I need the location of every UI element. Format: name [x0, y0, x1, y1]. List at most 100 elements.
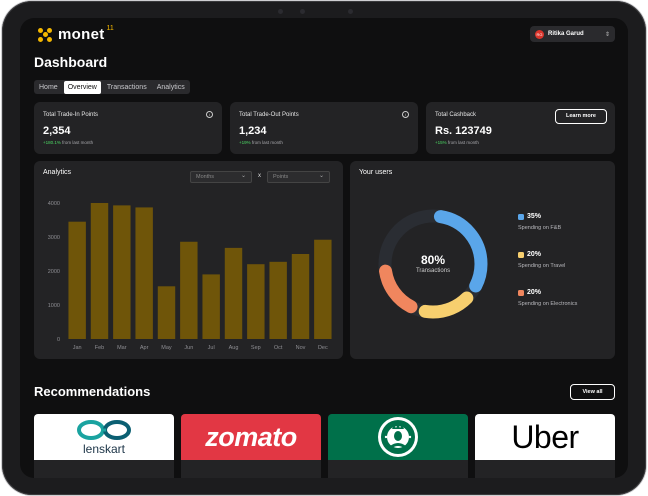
users-donut-chart	[378, 209, 488, 319]
donut-center-value: 80%	[420, 253, 446, 267]
legend-item: 35% Spending on F&B	[518, 213, 561, 231]
x-tick-label: Apr	[140, 345, 149, 351]
bar-may[interactable]	[157, 286, 176, 339]
tab-overview[interactable]: Overview	[63, 80, 101, 94]
app-screen: monet 11 RG Ritika Garud ⇕ Dashboard Hom…	[20, 18, 628, 478]
stat-card-trade-in: Total Trade-In Points i 2,354 +180.1% fr…	[34, 102, 222, 154]
users-panel: Your users 80% Transactions 35% Spending…	[350, 161, 615, 359]
brand-logo[interactable]: monet 11	[38, 25, 114, 43]
x-tick-label: Aug	[229, 345, 239, 351]
stat-change: +19% from last month	[239, 140, 283, 145]
legend-label: Spending on F&B	[518, 225, 562, 231]
starbucks-siren-icon	[378, 417, 418, 457]
tab-transactions[interactable]: Transactions	[106, 83, 147, 91]
legend-label: Spending on Electronics	[518, 301, 578, 307]
learn-more-button[interactable]: Learn more	[555, 109, 607, 124]
bar-jan[interactable]	[68, 221, 86, 339]
legend-label: Spending on Travel	[518, 263, 566, 269]
view-all-button[interactable]: View all	[570, 384, 615, 400]
zomato-logo: zomato	[181, 414, 321, 460]
x-tick-label: Feb	[95, 345, 104, 351]
uber-wordmark: Uber	[511, 418, 579, 455]
rec-card-uber[interactable]: Uber	[475, 414, 615, 478]
y-tick-label: 4000	[48, 201, 60, 207]
bar-apr[interactable]	[135, 207, 153, 339]
user-name: Ritika Garud	[548, 31, 584, 37]
chevron-down-icon: ⌄	[240, 173, 246, 179]
stat-label: Total Trade-Out Points	[239, 112, 299, 118]
y-tick-label: 0	[57, 337, 60, 343]
brand-icon	[38, 27, 52, 42]
stat-label: Total Cashback	[435, 112, 477, 118]
bar-jun[interactable]	[180, 241, 198, 339]
y-tick-label: 1000	[48, 303, 60, 309]
x-tick-label: Sep	[251, 345, 261, 351]
legend-item: 20% Spending on Travel	[518, 251, 565, 269]
points-dropdown[interactable]: Points ⌄	[267, 171, 330, 183]
user-menu[interactable]: RG Ritika Garud ⇕	[530, 26, 615, 42]
y-tick-label: 2000	[48, 269, 60, 275]
recommendations-title: Recommendations	[34, 384, 151, 399]
x-tick-label: Jan	[73, 345, 82, 351]
x-tick-label: Jul	[208, 345, 215, 351]
stat-change: +15% from last month	[435, 140, 479, 145]
legend-pct: 35%	[527, 213, 542, 220]
chevron-updown-icon: ⇕	[604, 31, 610, 38]
users-title: Your users	[359, 169, 393, 176]
page-title: Dashboard	[34, 54, 108, 70]
info-icon[interactable]: i	[402, 111, 409, 118]
tab-bar: Home Overview Transactions Analytics	[34, 80, 190, 94]
analytics-title: Analytics	[43, 169, 72, 176]
bar-oct[interactable]	[269, 261, 287, 339]
tab-analytics[interactable]: Analytics	[156, 83, 185, 91]
rec-card-lenskart[interactable]: lenskart	[34, 414, 174, 478]
bar-mar[interactable]	[113, 205, 131, 339]
uber-logo: Uber	[475, 414, 615, 460]
sensor	[348, 9, 353, 14]
lenskart-wordmark: lenskart	[82, 441, 126, 456]
donut-center-label: Transactions	[415, 268, 451, 274]
tab-home[interactable]: Home	[39, 83, 58, 91]
legend-item: 20% Spending on Electronics	[518, 289, 577, 307]
bar-feb[interactable]	[90, 203, 109, 339]
x-tick-label: Dec	[318, 345, 328, 351]
dropdown-value: Months	[196, 174, 215, 180]
rec-card-starbucks[interactable]	[328, 414, 468, 478]
stat-card-trade-out: Total Trade-Out Points i 1,234 +19% from…	[230, 102, 418, 154]
bar-nov[interactable]	[291, 254, 310, 339]
bar-aug[interactable]	[224, 247, 243, 339]
stat-value: Rs. 123749	[435, 125, 492, 137]
x-tick-label: May	[161, 345, 172, 351]
rec-card-zomato[interactable]: zomato	[181, 414, 321, 478]
sensor	[278, 9, 283, 14]
lenskart-logo: lenskart	[34, 414, 174, 460]
bar-jul[interactable]	[202, 274, 220, 339]
lenskart-glasses-icon	[77, 419, 131, 440]
legend-swatch	[518, 289, 524, 296]
months-dropdown[interactable]: Months ⌄	[190, 171, 252, 183]
bar-sep[interactable]	[247, 264, 265, 339]
chevron-down-icon: ⌄	[318, 173, 324, 179]
brand-superscript: 11	[106, 25, 114, 32]
x-tick-label: Oct	[274, 345, 283, 351]
x-tick-label: Nov	[296, 345, 306, 351]
legend-pct: 20%	[527, 289, 542, 296]
stat-change: +180.1% from last month	[43, 140, 94, 145]
stat-label: Total Trade-In Points	[43, 112, 99, 118]
donut-segment-1[interactable]	[378, 209, 488, 319]
info-icon[interactable]: i	[206, 111, 213, 118]
legend-swatch	[518, 213, 524, 220]
bar-dec[interactable]	[314, 239, 332, 339]
legend-pct: 20%	[527, 251, 542, 258]
zomato-wordmark: zomato	[205, 421, 297, 452]
analytics-bar-chart: 0 1000 2000 3000 4000 Jan Feb Mar Apr May Jun Jul Au…	[48, 201, 332, 351]
y-tick-label: 3000	[48, 235, 60, 241]
analytics-panel: 0 1000 2000 3000 4000 Jan Feb Mar Apr May Jun Jul Au…	[34, 161, 343, 359]
dropdown-value: Points	[273, 174, 289, 180]
stat-value: 2,354	[43, 125, 71, 137]
dropdown-separator: x	[258, 173, 261, 179]
donut-segment-2[interactable]	[378, 209, 488, 319]
brand-name: monet	[58, 26, 105, 43]
avatar: RG	[535, 29, 544, 39]
x-tick-label: Mar	[117, 345, 127, 351]
